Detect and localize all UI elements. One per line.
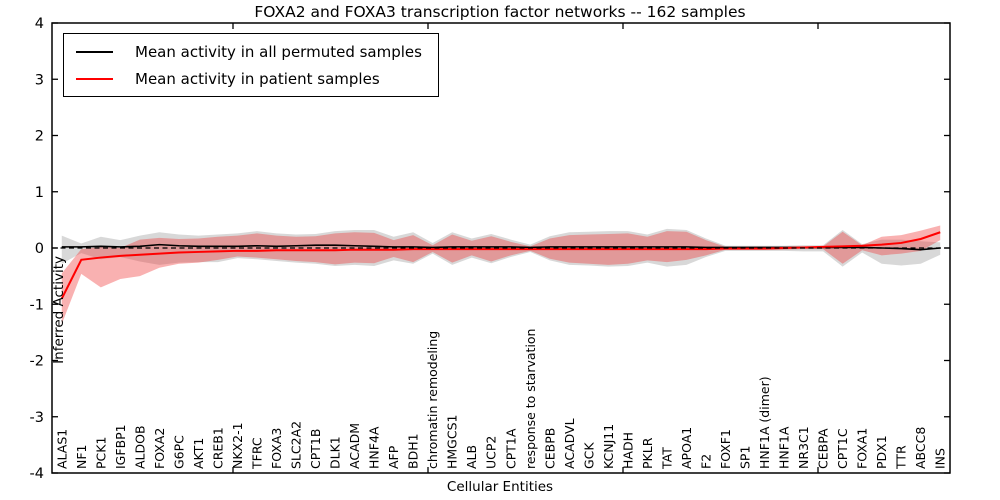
x-category-label: HNF1A: [777, 426, 792, 469]
y-tick-label: -4: [30, 466, 44, 482]
x-category-label: FOXA2: [152, 428, 167, 469]
x-category-label: G6PC: [171, 435, 186, 469]
x-category-label: APOA1: [679, 427, 694, 469]
x-category-label: SLC2A2: [289, 421, 304, 469]
x-category-label: chromatin remodeling: [425, 331, 440, 469]
x-category-label: AKT1: [191, 438, 206, 469]
y-tick-label: 4: [35, 16, 44, 32]
legend-line-patient: [76, 77, 113, 80]
x-category-label: HMGCS1: [445, 415, 460, 470]
x-category-label: FOXA3: [269, 428, 284, 469]
x-category-label: FOXA1: [855, 428, 870, 469]
x-category-label: HNF4A: [367, 426, 382, 469]
x-category-label: CPT1A: [503, 428, 518, 469]
chart-title: FOXA2 and FOXA3 transcription factor net…: [254, 3, 746, 21]
y-tick-label: -2: [30, 354, 44, 370]
x-category-label: IGFBP1: [113, 424, 128, 469]
permuted-activity-range-band: [61, 228, 941, 267]
x-category-label: CEBPA: [816, 428, 831, 469]
x-category-label: FOXF1: [718, 429, 733, 469]
x-category-label: CEBPB: [542, 428, 557, 469]
x-category-label: F2: [698, 454, 713, 469]
x-category-label: ALB: [464, 445, 479, 469]
y-tick-label: 3: [35, 72, 44, 88]
x-category-label: CPT1C: [835, 428, 850, 469]
x-category-label: TTR: [894, 445, 909, 470]
x-category-label: ALAS1: [54, 429, 69, 469]
legend-item-patient: Mean activity in patient samples: [76, 65, 422, 92]
y-tick-label: -3: [30, 410, 44, 426]
x-category-label: response to starvation: [523, 329, 538, 470]
x-category-label: NKX2-1: [230, 422, 245, 469]
y-tick-label: 0: [35, 241, 44, 257]
x-category-label: KCNJ11: [601, 424, 616, 469]
x-category-label: ABCC8: [913, 427, 928, 469]
x-category-label: INS: [933, 448, 948, 469]
x-category-label: AFP: [386, 445, 401, 469]
legend: Mean activity in all permuted samples Me…: [63, 33, 439, 97]
patient-activity-range-band: [61, 225, 941, 324]
legend-label-patient: Mean activity in patient samples: [135, 69, 380, 88]
x-category-label: ACADVL: [562, 418, 577, 469]
x-category-label: TFRC: [249, 437, 264, 470]
x-category-label: PCK1: [93, 437, 108, 469]
x-category-label: PDX1: [874, 435, 889, 469]
x-category-label: CREB1: [210, 427, 225, 469]
x-category-label: PKLR: [640, 437, 655, 469]
x-category-label: ALDOB: [132, 425, 147, 469]
legend-line-permuted: [76, 50, 113, 53]
x-category-label: CPT1B: [308, 429, 323, 469]
x-category-label: TAT: [659, 447, 674, 470]
x-category-label: ACADM: [347, 423, 362, 469]
x-category-label: NF1: [74, 445, 89, 470]
x-category-label: SP1: [738, 446, 753, 469]
legend-item-permuted: Mean activity in all permuted samples: [76, 38, 422, 65]
x-axis-label: Cellular Entities: [446, 479, 554, 495]
x-category-label: NR3C1: [796, 426, 811, 469]
x-category-label: DLK1: [328, 436, 343, 469]
y-tick-label: 2: [35, 129, 44, 145]
x-category-label: HADH: [620, 432, 635, 469]
x-category-label: BDH1: [406, 433, 421, 469]
legend-label-permuted: Mean activity in all permuted samples: [135, 42, 422, 61]
x-category-label: GCK: [581, 442, 596, 469]
x-category-label: UCP2: [484, 436, 499, 469]
y-tick-label: 1: [35, 185, 44, 201]
y-tick-label: -1: [30, 297, 44, 313]
y-axis-label: Inferred Activity: [50, 256, 67, 364]
x-category-label: HNF1A (dimer): [757, 376, 772, 469]
